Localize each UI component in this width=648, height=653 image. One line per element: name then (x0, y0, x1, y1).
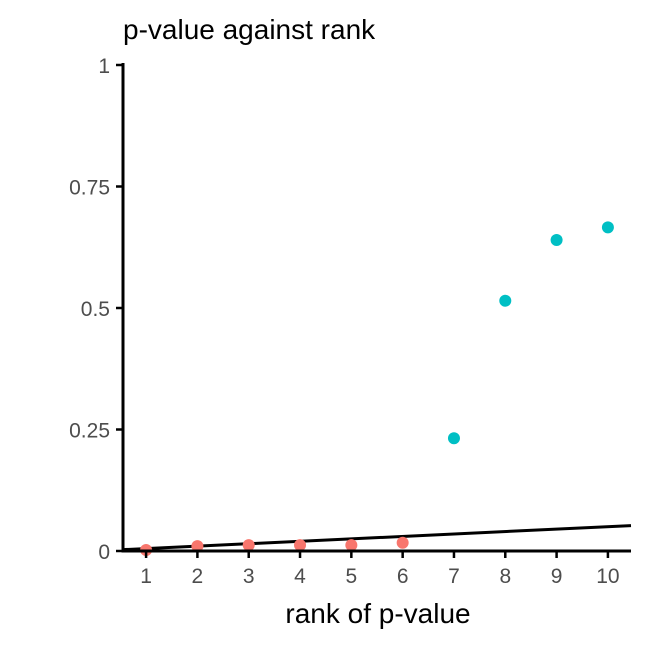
chart-title: p-value against rank (123, 14, 376, 45)
y-tick-label: 0.75 (69, 177, 110, 200)
y-tick-label: 0.25 (69, 420, 110, 443)
data-point-6 (396, 536, 409, 549)
data-point-4 (294, 539, 307, 552)
x-tick-label: 4 (294, 565, 306, 588)
data-point-7 (447, 432, 460, 445)
x-tick-label: 3 (243, 565, 255, 588)
x-tick-label: 7 (448, 565, 460, 588)
x-tick-label: 10 (596, 565, 619, 588)
y-axis-ticks: 0 0.25 0.5 0.75 1 (69, 55, 123, 564)
data-point-10 (601, 221, 614, 234)
reference-line (122, 524, 632, 552)
data-point-3 (242, 539, 255, 552)
x-tick-label: 8 (499, 565, 511, 588)
x-axis-title: rank of p-value (285, 598, 470, 629)
data-point-8 (499, 294, 512, 307)
y-tick-label: 1 (98, 55, 110, 78)
x-tick-label: 9 (551, 565, 563, 588)
data-point-9 (550, 233, 563, 246)
x-tick-label: 1 (140, 565, 152, 588)
y-tick-label: 0.5 (81, 298, 110, 321)
axes (121, 63, 631, 553)
y-tick-label: 0 (98, 541, 110, 564)
data-point-5 (345, 539, 358, 552)
x-tick-label: 5 (345, 565, 357, 588)
data-point-2 (191, 540, 204, 553)
reference-line-layer (122, 524, 632, 552)
x-tick-label: 2 (192, 565, 204, 588)
x-tick-label: 6 (397, 565, 409, 588)
data-points (140, 221, 614, 557)
x-axis-ticks: 1 2 3 4 5 6 7 8 9 10 (140, 551, 620, 588)
